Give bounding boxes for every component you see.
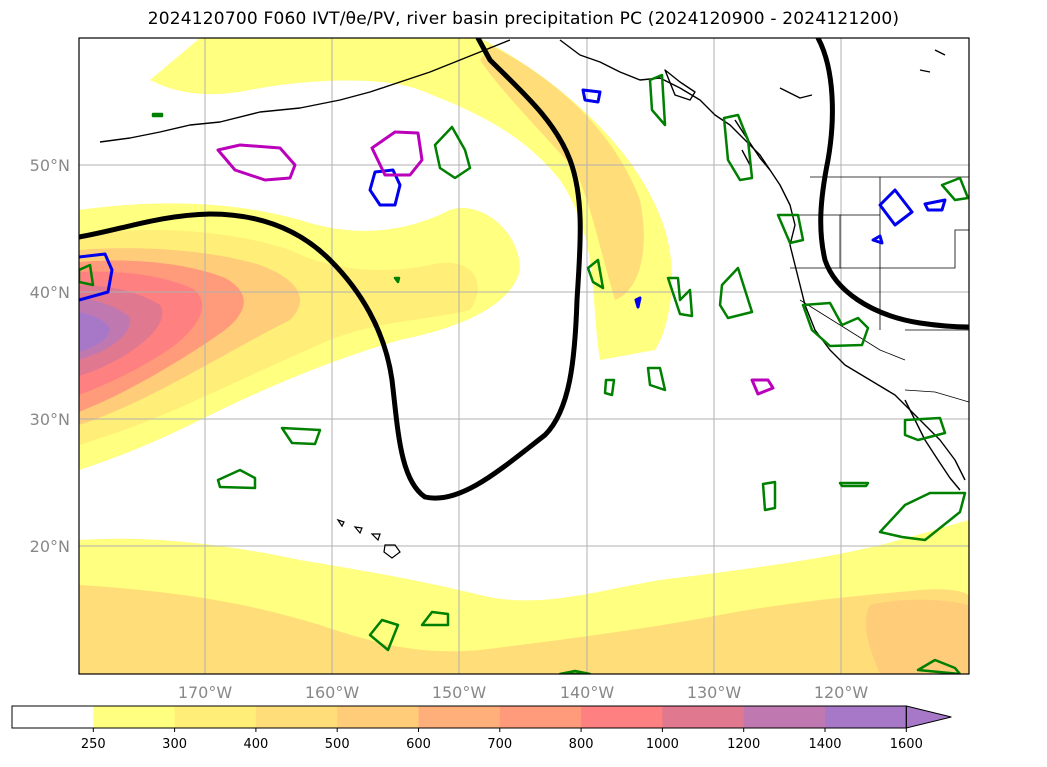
pv-magenta-east	[750, 378, 775, 396]
coast-island-1	[664, 69, 696, 101]
precip-region-3	[722, 113, 754, 182]
lon-label-160w: 160°W	[305, 683, 360, 702]
lat-label-50: 50°N	[30, 156, 70, 175]
precip-region-2	[648, 73, 667, 127]
colorbar-tick-label: 1200	[727, 737, 760, 752]
precip-region-1	[433, 125, 472, 180]
pv-blue-alaska	[581, 88, 602, 104]
precip-region-8	[801, 301, 870, 348]
lat-labels: 50°N 40°N 30°N 20°N	[30, 156, 70, 556]
pv-blue-inland	[871, 188, 947, 245]
map-layers	[79, 38, 969, 674]
precip-region-23	[393, 276, 401, 284]
colorbar-segment	[743, 706, 826, 728]
colorbar: 250 300 400 500 600 700 800 1000 1200 1400 1600	[11, 705, 952, 752]
colorbar-tick-label: 1400	[808, 737, 841, 752]
coast-vancouver-island	[734, 119, 771, 171]
pv-magenta-west	[216, 143, 297, 182]
lon-label-170w: 170°W	[178, 683, 233, 702]
colorbar-segment	[93, 706, 176, 728]
pv-magenta-center	[370, 130, 424, 177]
colorbar-outline	[11, 705, 907, 729]
ivt-southern-band-salmon	[865, 599, 969, 674]
colorbar-tick-label: 500	[325, 737, 350, 752]
precip-region-13	[761, 480, 777, 512]
ivt-shading	[79, 38, 969, 674]
lon-label-120w: 120°W	[814, 683, 869, 702]
precip-region-21	[79, 263, 95, 287]
hawaii-islands	[336, 518, 401, 559]
precip-region-10	[603, 378, 616, 397]
colorbar-tick-label: 1600	[890, 737, 923, 752]
colorbar-extend-arrow	[905, 705, 952, 729]
colorbar-segment	[825, 706, 907, 728]
lon-label-130w: 130°W	[687, 683, 742, 702]
precip-region-6	[666, 276, 694, 318]
precip-region-5	[586, 258, 605, 290]
theta-e-main-contour	[79, 38, 583, 501]
precip-region-14	[838, 481, 870, 488]
pv-blue-mid	[634, 296, 642, 309]
coast-island-3	[919, 49, 946, 73]
precip-region-22	[940, 176, 969, 202]
lat-label-20: 20°N	[30, 537, 70, 556]
lat-label-30: 30°N	[30, 410, 70, 429]
colorbar-segment	[499, 706, 582, 728]
border-states	[790, 177, 969, 361]
pv-blue-north	[368, 168, 402, 207]
colorbar-segment	[12, 706, 94, 728]
ivt-southern-band-orange	[79, 585, 969, 674]
lat-label-40: 40°N	[30, 283, 70, 302]
chart-title: 2024120700 F060 IVT/θe/PV, river basin p…	[147, 9, 900, 29]
colorbar-tick-label: 300	[162, 737, 187, 752]
hawaii-oahu	[353, 526, 363, 535]
colorbar-tick-label: 1000	[646, 737, 679, 752]
colorbar-segment	[581, 706, 663, 728]
colorbar-tick-label: 400	[243, 737, 268, 752]
precip-region-19	[558, 669, 592, 674]
theta-e-contours	[79, 38, 969, 501]
lon-label-150w: 150°W	[432, 683, 487, 702]
colorbar-segment	[174, 706, 257, 728]
lon-labels: 170°W 160°W 150°W 140°W 130°W 120°W	[178, 683, 869, 702]
graticule	[79, 38, 969, 674]
political-borders	[790, 176, 969, 403]
hawaii-big-island	[383, 544, 401, 559]
colorbar-tick-label: 700	[487, 737, 512, 752]
hawaii-maui	[370, 533, 381, 542]
coast-alaska-aleutians	[99, 39, 511, 143]
precip-region-12	[216, 468, 257, 490]
colorbar-segment	[418, 706, 501, 728]
colorbar-tick-label: 600	[406, 737, 431, 752]
precip-region-18	[420, 610, 450, 627]
precip-region-20	[916, 658, 962, 674]
colorbar-tick-label: 250	[81, 737, 106, 752]
colorbar-segment	[255, 706, 338, 728]
pv-blue-west	[79, 252, 114, 302]
precip-region-24	[151, 112, 164, 118]
ivt-pacific-orange-band	[480, 45, 644, 300]
precip-region-15	[903, 416, 947, 442]
coast-baja	[904, 399, 961, 491]
theta-e-coastal-contour	[815, 38, 969, 330]
ivt-west-plume-core	[79, 312, 110, 352]
colorbar-tick-label: 800	[569, 737, 594, 752]
border-us-mexico	[904, 389, 969, 403]
precip-region-17	[368, 618, 400, 652]
precip-pc-regions	[79, 73, 969, 674]
coast-island-2	[779, 87, 813, 99]
map-frame	[78, 37, 970, 675]
colorbar-segment	[337, 706, 419, 728]
precip-region-7	[718, 266, 754, 320]
pv-contours	[79, 88, 947, 396]
lon-label-140w: 140°W	[560, 683, 615, 702]
colorbar-segment	[662, 706, 745, 728]
precip-region-4	[776, 213, 805, 245]
hawaii-kauai	[336, 518, 345, 528]
precip-region-9	[646, 366, 667, 392]
precip-region-11	[280, 426, 322, 446]
precip-region-16	[878, 491, 967, 542]
